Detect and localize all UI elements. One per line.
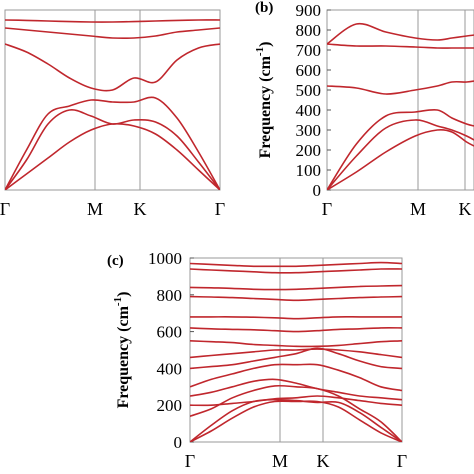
phonon-branch-line — [190, 378, 402, 401]
phonon-branch-line — [190, 261, 402, 268]
y-tick-label: 400 — [157, 359, 183, 378]
phonon-branch-line — [327, 119, 474, 190]
phonon-branch-line — [5, 96, 220, 190]
y-axis-label: Frequency (cm-1) — [112, 292, 132, 409]
y-tick-label: 0 — [313, 181, 322, 200]
x-tick-label: M — [87, 199, 103, 219]
phonon-branch-line — [5, 19, 220, 23]
y-tick-label: 1000 — [148, 249, 182, 268]
y-tick-label: 400 — [296, 101, 322, 120]
phonon-branch-line — [190, 284, 402, 291]
phonon-branch-line — [5, 27, 220, 40]
y-tick-label: 700 — [296, 41, 322, 60]
phonon-branch-line — [327, 108, 474, 190]
phonon-branch-line — [190, 347, 402, 370]
phonon-branch-line — [190, 384, 402, 442]
phonon-branch-line — [327, 128, 474, 190]
x-tick-label: K — [317, 451, 330, 471]
phonon-branch-line — [190, 327, 402, 333]
plot-frame — [189, 257, 403, 443]
x-tick-label: Γ — [397, 451, 407, 471]
y-tick-label: 600 — [296, 61, 322, 80]
y-axis-label: Frequency (cm-1) — [254, 42, 274, 159]
plot-frame — [4, 9, 221, 191]
x-tick-label: K — [134, 199, 147, 219]
y-tick-label: 600 — [157, 323, 183, 342]
y-tick-label: 500 — [296, 81, 322, 100]
phonon-branch-line — [327, 43, 474, 49]
y-tick-label: 800 — [157, 286, 183, 305]
phonon-branch-line — [327, 80, 474, 95]
x-tick-label: M — [272, 451, 288, 471]
phonon-branch-line — [190, 348, 402, 359]
x-tick-label: Γ — [185, 451, 195, 471]
panel-label: (b) — [255, 0, 273, 16]
panel-label: (c) — [107, 253, 124, 269]
x-tick-label: Γ — [322, 199, 332, 219]
y-tick-label: 200 — [157, 396, 183, 415]
y-tick-label: 900 — [296, 1, 322, 20]
phonon-branch-line — [190, 363, 402, 392]
phonon-branch-line — [190, 316, 402, 320]
phonon-branch-line — [5, 43, 220, 92]
phonon-branch-line — [190, 295, 402, 302]
y-tick-label: 800 — [296, 21, 322, 40]
x-tick-label: M — [410, 199, 426, 219]
phonon-branch-line — [5, 108, 220, 190]
y-tick-label: 0 — [174, 433, 183, 452]
phonon-branch-line — [190, 268, 402, 274]
phonon-branch-line — [190, 395, 402, 407]
phonon-branch-line — [190, 340, 402, 348]
x-tick-label: Γ — [215, 199, 225, 219]
panel-c: 0 200 400 600 800 1000 Frequency (cm-1) (c) Γ M K Γ — [107, 249, 407, 471]
y-tick-label: 300 — [296, 121, 322, 140]
x-tick-label: K — [459, 199, 472, 219]
y-tick-label: 200 — [296, 141, 322, 160]
plot-frame — [326, 9, 474, 191]
x-tick-label: Γ — [0, 199, 10, 219]
phonon-branch-line — [190, 400, 402, 442]
y-tick-label: 100 — [296, 161, 322, 180]
phonon-branch-line — [190, 398, 402, 442]
phonon-branch-line — [327, 22, 474, 45]
